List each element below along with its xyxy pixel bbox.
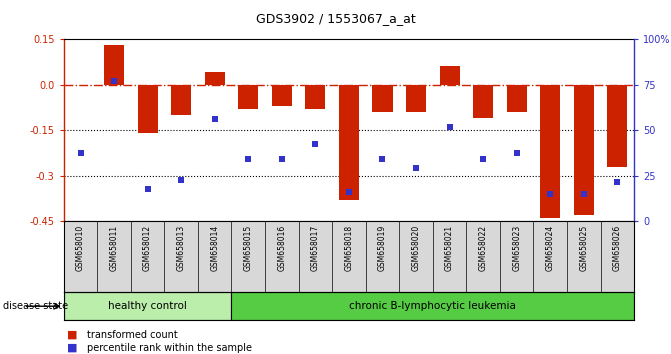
Text: ■: ■ [67, 330, 78, 339]
Bar [406, 85, 426, 112]
Bar [339, 85, 359, 200]
Bar [540, 85, 560, 218]
Text: chronic B-lymphocytic leukemia: chronic B-lymphocytic leukemia [350, 301, 516, 311]
Text: ■: ■ [67, 343, 78, 353]
Bar [272, 85, 292, 106]
Point [511, 150, 522, 156]
Point [142, 187, 153, 192]
Text: healthy control: healthy control [108, 301, 187, 311]
Point [578, 191, 589, 197]
Bar [64, 292, 231, 320]
Bar [238, 85, 258, 109]
Text: GSM658019: GSM658019 [378, 225, 387, 271]
Point [377, 156, 388, 162]
Point [411, 165, 421, 171]
Text: GSM658015: GSM658015 [244, 225, 253, 271]
Bar [574, 85, 594, 215]
Text: GSM658022: GSM658022 [478, 225, 488, 271]
Text: GDS3902 / 1553067_a_at: GDS3902 / 1553067_a_at [256, 12, 415, 25]
Bar [205, 72, 225, 85]
Bar [305, 85, 325, 109]
Text: disease state: disease state [3, 301, 68, 311]
Bar [231, 292, 634, 320]
Point [545, 191, 556, 197]
Text: GSM658021: GSM658021 [445, 225, 454, 271]
Text: GSM658011: GSM658011 [109, 225, 119, 271]
Point [612, 179, 623, 184]
Text: GSM658026: GSM658026 [613, 225, 622, 271]
Point [276, 156, 287, 162]
Bar [138, 85, 158, 133]
Point [75, 150, 86, 156]
Text: GSM658012: GSM658012 [143, 225, 152, 271]
Bar [372, 85, 393, 112]
Text: GSM658013: GSM658013 [176, 225, 186, 271]
Point [344, 189, 354, 195]
Point [109, 79, 119, 84]
Bar [607, 85, 627, 167]
Bar [507, 85, 527, 112]
Text: GSM658016: GSM658016 [277, 225, 287, 271]
Text: GSM658025: GSM658025 [579, 225, 588, 271]
Bar [104, 45, 124, 85]
Text: GSM658020: GSM658020 [411, 225, 421, 271]
Bar [440, 66, 460, 85]
Point [243, 156, 254, 162]
Text: GSM658017: GSM658017 [311, 225, 320, 271]
Text: GSM658010: GSM658010 [76, 225, 85, 271]
Text: GSM658023: GSM658023 [512, 225, 521, 271]
Point [444, 124, 455, 130]
Point [176, 177, 187, 183]
Bar [473, 85, 493, 118]
Text: GSM658018: GSM658018 [344, 225, 354, 271]
Text: GSM658024: GSM658024 [546, 225, 555, 271]
Bar [171, 85, 191, 115]
Point [209, 116, 220, 122]
Text: percentile rank within the sample: percentile rank within the sample [87, 343, 252, 353]
Point [310, 141, 321, 147]
Point [478, 156, 488, 162]
Text: transformed count: transformed count [87, 330, 178, 339]
Text: GSM658014: GSM658014 [210, 225, 219, 271]
